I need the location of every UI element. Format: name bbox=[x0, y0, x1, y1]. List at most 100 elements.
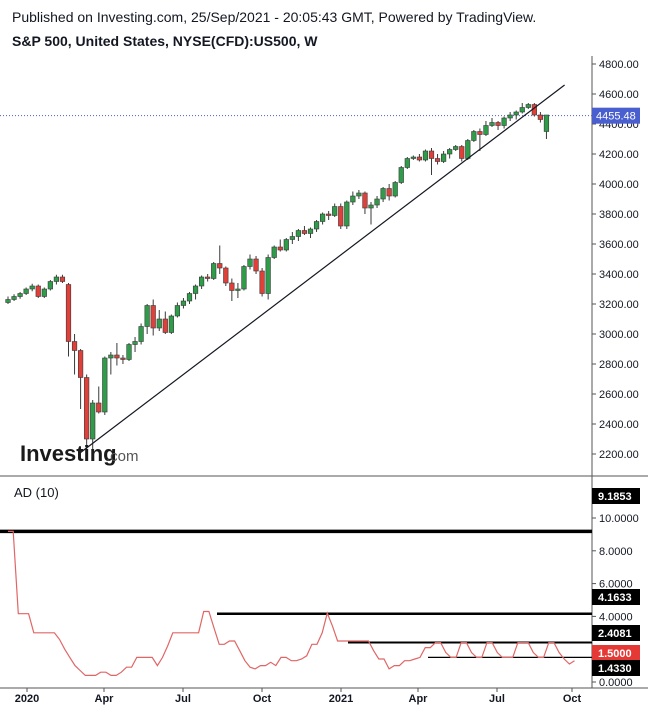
candle bbox=[78, 349, 84, 409]
x-tick-label: Oct bbox=[253, 693, 272, 705]
price-tick-label: 2600.00 bbox=[599, 389, 639, 401]
candle-body-up bbox=[247, 258, 253, 267]
badge-bg bbox=[592, 589, 640, 605]
candle-body-down bbox=[434, 158, 441, 162]
candle-body-up bbox=[513, 111, 519, 116]
indicator-level-badge: 4.1633 bbox=[592, 589, 640, 605]
candle-body-up bbox=[519, 107, 525, 113]
candle-body-up bbox=[138, 326, 144, 342]
candle-body-down bbox=[537, 114, 543, 120]
candle-body-up bbox=[192, 285, 199, 294]
candle bbox=[174, 302, 181, 318]
candle bbox=[295, 229, 302, 241]
candle bbox=[71, 334, 78, 375]
candle-body-down bbox=[96, 402, 102, 413]
candle bbox=[205, 274, 211, 282]
candle bbox=[404, 157, 410, 169]
badge-bg bbox=[592, 660, 640, 676]
candle bbox=[102, 356, 108, 415]
price-tick-label: 3400.00 bbox=[599, 269, 639, 281]
x-tick-label: Oct bbox=[563, 693, 582, 705]
candle-body-down bbox=[277, 246, 283, 251]
candle bbox=[326, 211, 332, 220]
indicator-label: AD (10) bbox=[14, 485, 59, 500]
candle-body-up bbox=[501, 117, 507, 126]
candle bbox=[253, 256, 259, 274]
candle-body-down bbox=[114, 354, 120, 359]
candle bbox=[29, 283, 35, 292]
candle bbox=[59, 274, 66, 283]
candle bbox=[537, 112, 543, 123]
candle bbox=[283, 238, 289, 252]
candle-body-up bbox=[543, 114, 550, 132]
candle bbox=[96, 386, 102, 414]
candle bbox=[241, 265, 247, 291]
candle bbox=[217, 245, 223, 274]
candle bbox=[447, 148, 453, 159]
indicator-level-badge: 2.4081 bbox=[592, 625, 640, 641]
candle-body-down bbox=[217, 263, 223, 269]
candle-body-up bbox=[380, 188, 386, 200]
candle-body-down bbox=[78, 350, 84, 378]
candle-body-up bbox=[132, 341, 138, 345]
candle-body-up bbox=[90, 402, 96, 440]
indicator-level-badge: 1.4330 bbox=[592, 660, 640, 676]
candle bbox=[434, 154, 441, 165]
candle bbox=[362, 191, 368, 214]
candle bbox=[344, 200, 350, 229]
candle bbox=[5, 296, 11, 304]
badge-bg bbox=[592, 488, 640, 504]
candle bbox=[138, 323, 144, 345]
candle-body-up bbox=[398, 167, 404, 183]
candle-body-down bbox=[259, 270, 265, 294]
candle-body-up bbox=[186, 293, 193, 302]
candle-body-up bbox=[265, 257, 271, 294]
candle bbox=[156, 310, 162, 331]
candle-body-up bbox=[211, 263, 217, 279]
indicator-tick-label: 10.0000 bbox=[599, 513, 639, 525]
candle bbox=[301, 226, 308, 235]
candle-body-down bbox=[150, 305, 156, 329]
candle bbox=[114, 343, 120, 366]
x-axis: 2020 Apr Jul Oct 2021 Apr Jul Oct bbox=[15, 688, 582, 705]
candle bbox=[338, 203, 344, 229]
candle-body-up bbox=[410, 156, 416, 159]
candle bbox=[259, 268, 265, 297]
last-price-badge: 4455.48 bbox=[592, 107, 640, 124]
candle bbox=[108, 352, 114, 375]
candle bbox=[380, 187, 386, 202]
badge-label: 2.4081 bbox=[598, 628, 632, 640]
candle-body-down bbox=[162, 318, 168, 333]
candle-body-down bbox=[495, 122, 501, 126]
candle bbox=[501, 116, 507, 129]
candle bbox=[313, 220, 320, 232]
candle-body-up bbox=[525, 104, 531, 108]
ad-indicator-line bbox=[8, 530, 575, 677]
price-tick-label: 3800.00 bbox=[599, 209, 639, 221]
candle bbox=[265, 254, 271, 300]
candle bbox=[186, 292, 193, 304]
candle-body-up bbox=[392, 182, 398, 197]
candle-body-up bbox=[174, 305, 181, 317]
candle bbox=[65, 283, 72, 357]
candle bbox=[162, 311, 168, 334]
indicator-tick-label: 8.0000 bbox=[599, 546, 633, 558]
candle-body-up bbox=[440, 153, 447, 162]
candle bbox=[489, 118, 495, 127]
candle-body-up bbox=[102, 357, 108, 413]
candle bbox=[495, 121, 501, 130]
candle-body-down bbox=[416, 156, 423, 161]
candle bbox=[168, 314, 174, 334]
candle-body-up bbox=[108, 354, 114, 359]
candle bbox=[519, 103, 525, 114]
candle-body-up bbox=[465, 140, 471, 159]
candlestick-series bbox=[5, 103, 550, 456]
candle bbox=[368, 202, 374, 225]
trendline[interactable] bbox=[80, 84, 565, 453]
candle bbox=[17, 292, 23, 299]
indicator-levels bbox=[0, 529, 592, 659]
badge-bg bbox=[592, 645, 640, 661]
candle-body-down bbox=[326, 213, 332, 216]
candle bbox=[90, 400, 96, 456]
